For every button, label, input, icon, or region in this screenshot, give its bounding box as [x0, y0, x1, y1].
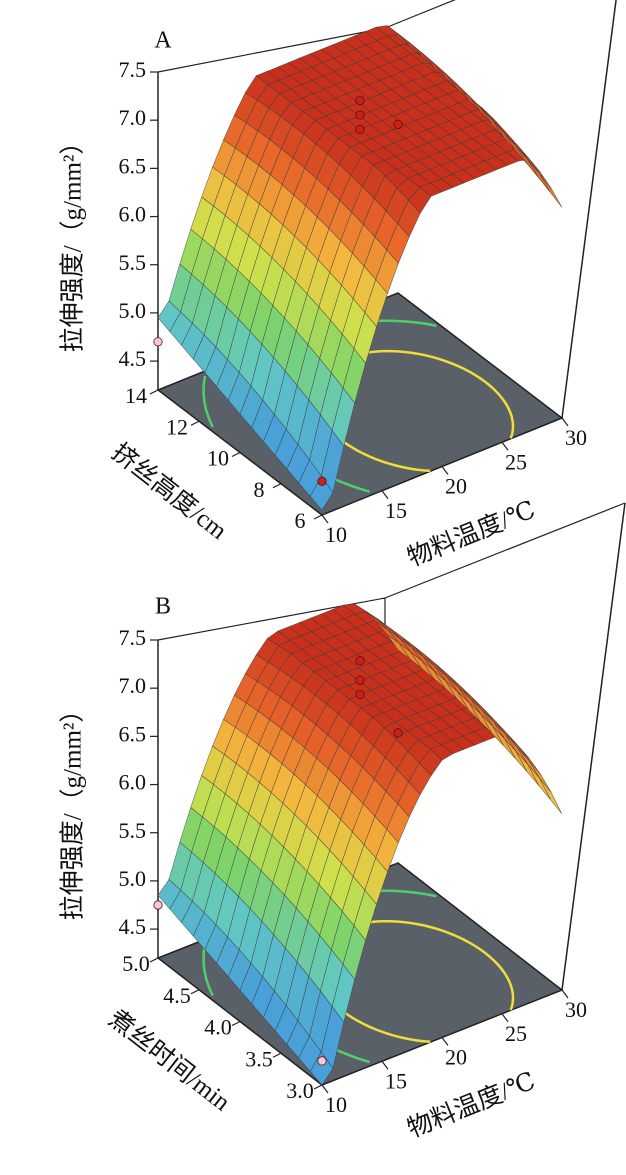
- surface-cell: [157, 879, 181, 910]
- z-tick-label: 7.5: [119, 625, 147, 650]
- y-tick-mark: [149, 957, 159, 963]
- x-axis-title: 物料温度/℃: [404, 1067, 540, 1144]
- contour-floor: [156, 292, 564, 516]
- z-tick-label: 6.0: [119, 770, 147, 795]
- design-point: [317, 1056, 327, 1066]
- z-axis-title: 拉伸强度/（g/mm²）: [59, 130, 87, 353]
- x-tick-mark: [561, 989, 569, 999]
- design-point: [393, 119, 403, 129]
- surface-cell: [539, 173, 563, 208]
- z-tick-label: 5.0: [119, 866, 147, 891]
- z-tick-label: 5.5: [119, 250, 147, 275]
- contour-inner: [484, 952, 515, 1011]
- response-surface: [157, 25, 563, 511]
- x-tick-label: 25: [505, 449, 527, 474]
- x-tick-mark: [381, 490, 389, 500]
- x-tick-label: 10: [325, 1092, 347, 1117]
- y-tick-label: 10: [207, 446, 229, 471]
- x-tick-mark: [321, 1084, 329, 1094]
- z-axis-title: 拉伸强度/（g/mm²）: [59, 698, 87, 921]
- z-tick-label: 5.5: [119, 818, 147, 843]
- y-tick-mark: [272, 1052, 282, 1058]
- y-tick-label: 12: [166, 414, 188, 439]
- box-top-right-edge: [384, 502, 626, 599]
- y-tick-mark: [149, 389, 159, 395]
- panel-label: A: [154, 28, 172, 54]
- y-tick-mark: [231, 451, 241, 458]
- x-tick-label: 10: [325, 522, 347, 547]
- design-point: [355, 675, 365, 685]
- y-tick-mark: [313, 514, 323, 520]
- z-tick-label: 7.0: [119, 105, 147, 130]
- design-point: [153, 337, 163, 347]
- box-right-vertical-edge: [561, 0, 617, 419]
- y-tick-mark: [190, 420, 200, 426]
- x-tick-mark: [381, 1060, 389, 1070]
- surface-cell: [157, 300, 181, 332]
- z-tick-label: 7.0: [119, 673, 147, 698]
- design-point: [355, 124, 365, 134]
- surface-cell: [515, 145, 539, 178]
- contour-ring-2: [202, 944, 214, 997]
- design-point: [355, 110, 365, 120]
- y-tick-label: 5.0: [122, 951, 150, 976]
- surface-cell: [527, 159, 551, 193]
- z-tick-label: 7.5: [119, 57, 147, 82]
- y-tick-mark: [231, 1020, 241, 1027]
- x-axis-title: 物料温度/℃: [404, 496, 540, 573]
- contour-inner: [484, 381, 515, 439]
- panel-label: B: [155, 594, 171, 620]
- box-top-right-edge: [384, 0, 456, 29]
- x-tick-mark: [561, 417, 569, 427]
- y-tick-label: 4.5: [163, 983, 191, 1008]
- z-tick-label: 6.0: [119, 202, 147, 227]
- x-tick-mark: [501, 441, 509, 451]
- design-point: [317, 476, 327, 486]
- design-point: [355, 95, 365, 106]
- y-tick-label: 8: [254, 477, 265, 502]
- x-tick-label: 30: [565, 997, 587, 1022]
- surface-cell: [539, 777, 563, 815]
- y-tick-label: 4.0: [204, 1015, 232, 1040]
- chart-panel-a: 4.5 5.0 5.5 6.0 6.5 7.0 7.5 10 15 20 25 30 6 8 10 12 14 拉…: [59, 0, 617, 573]
- z-tick-label: 5.0: [119, 298, 147, 323]
- y-tick-mark: [272, 483, 282, 489]
- x-tick-mark: [441, 1037, 449, 1046]
- contour-ring-2: [202, 375, 214, 428]
- chart-panel-b: 4.5 5.0 5.5 6.0 6.5 7.0 7.5 10 15 20 25 30 3.0 3.5 4.0…: [59, 502, 626, 1144]
- x-tick-label: 20: [445, 1045, 467, 1070]
- surface-cell: [527, 764, 551, 800]
- box-right-vertical-edge: [561, 502, 626, 991]
- design-point: [153, 900, 163, 910]
- y-tick-mark: [313, 1084, 323, 1090]
- x-tick-label: 25: [505, 1021, 527, 1046]
- x-tick-label: 15: [385, 1068, 407, 1093]
- x-tick-mark: [501, 1013, 509, 1023]
- y-tick-label: 14: [125, 383, 147, 408]
- x-tick-label: 30: [565, 425, 587, 450]
- x-tick-mark: [441, 466, 449, 475]
- y-tick-mark: [190, 989, 200, 995]
- design-point: [355, 656, 365, 666]
- z-tick-label: 4.5: [119, 914, 147, 939]
- x-tick-label: 20: [445, 474, 467, 499]
- y-tick-label: 3.0: [286, 1078, 314, 1103]
- design-point: [355, 689, 365, 700]
- design-point: [393, 728, 403, 738]
- y-tick-label: 6: [295, 508, 306, 533]
- x-tick-label: 15: [385, 498, 407, 523]
- box-top-left-edge: [157, 27, 386, 73]
- z-tick-label: 6.5: [119, 153, 147, 178]
- response-surface: [157, 603, 563, 1086]
- x-tick-mark: [321, 514, 329, 524]
- y-tick-label: 3.5: [245, 1046, 273, 1071]
- z-tick-label: 4.5: [119, 346, 147, 371]
- z-tick-label: 6.5: [119, 721, 147, 746]
